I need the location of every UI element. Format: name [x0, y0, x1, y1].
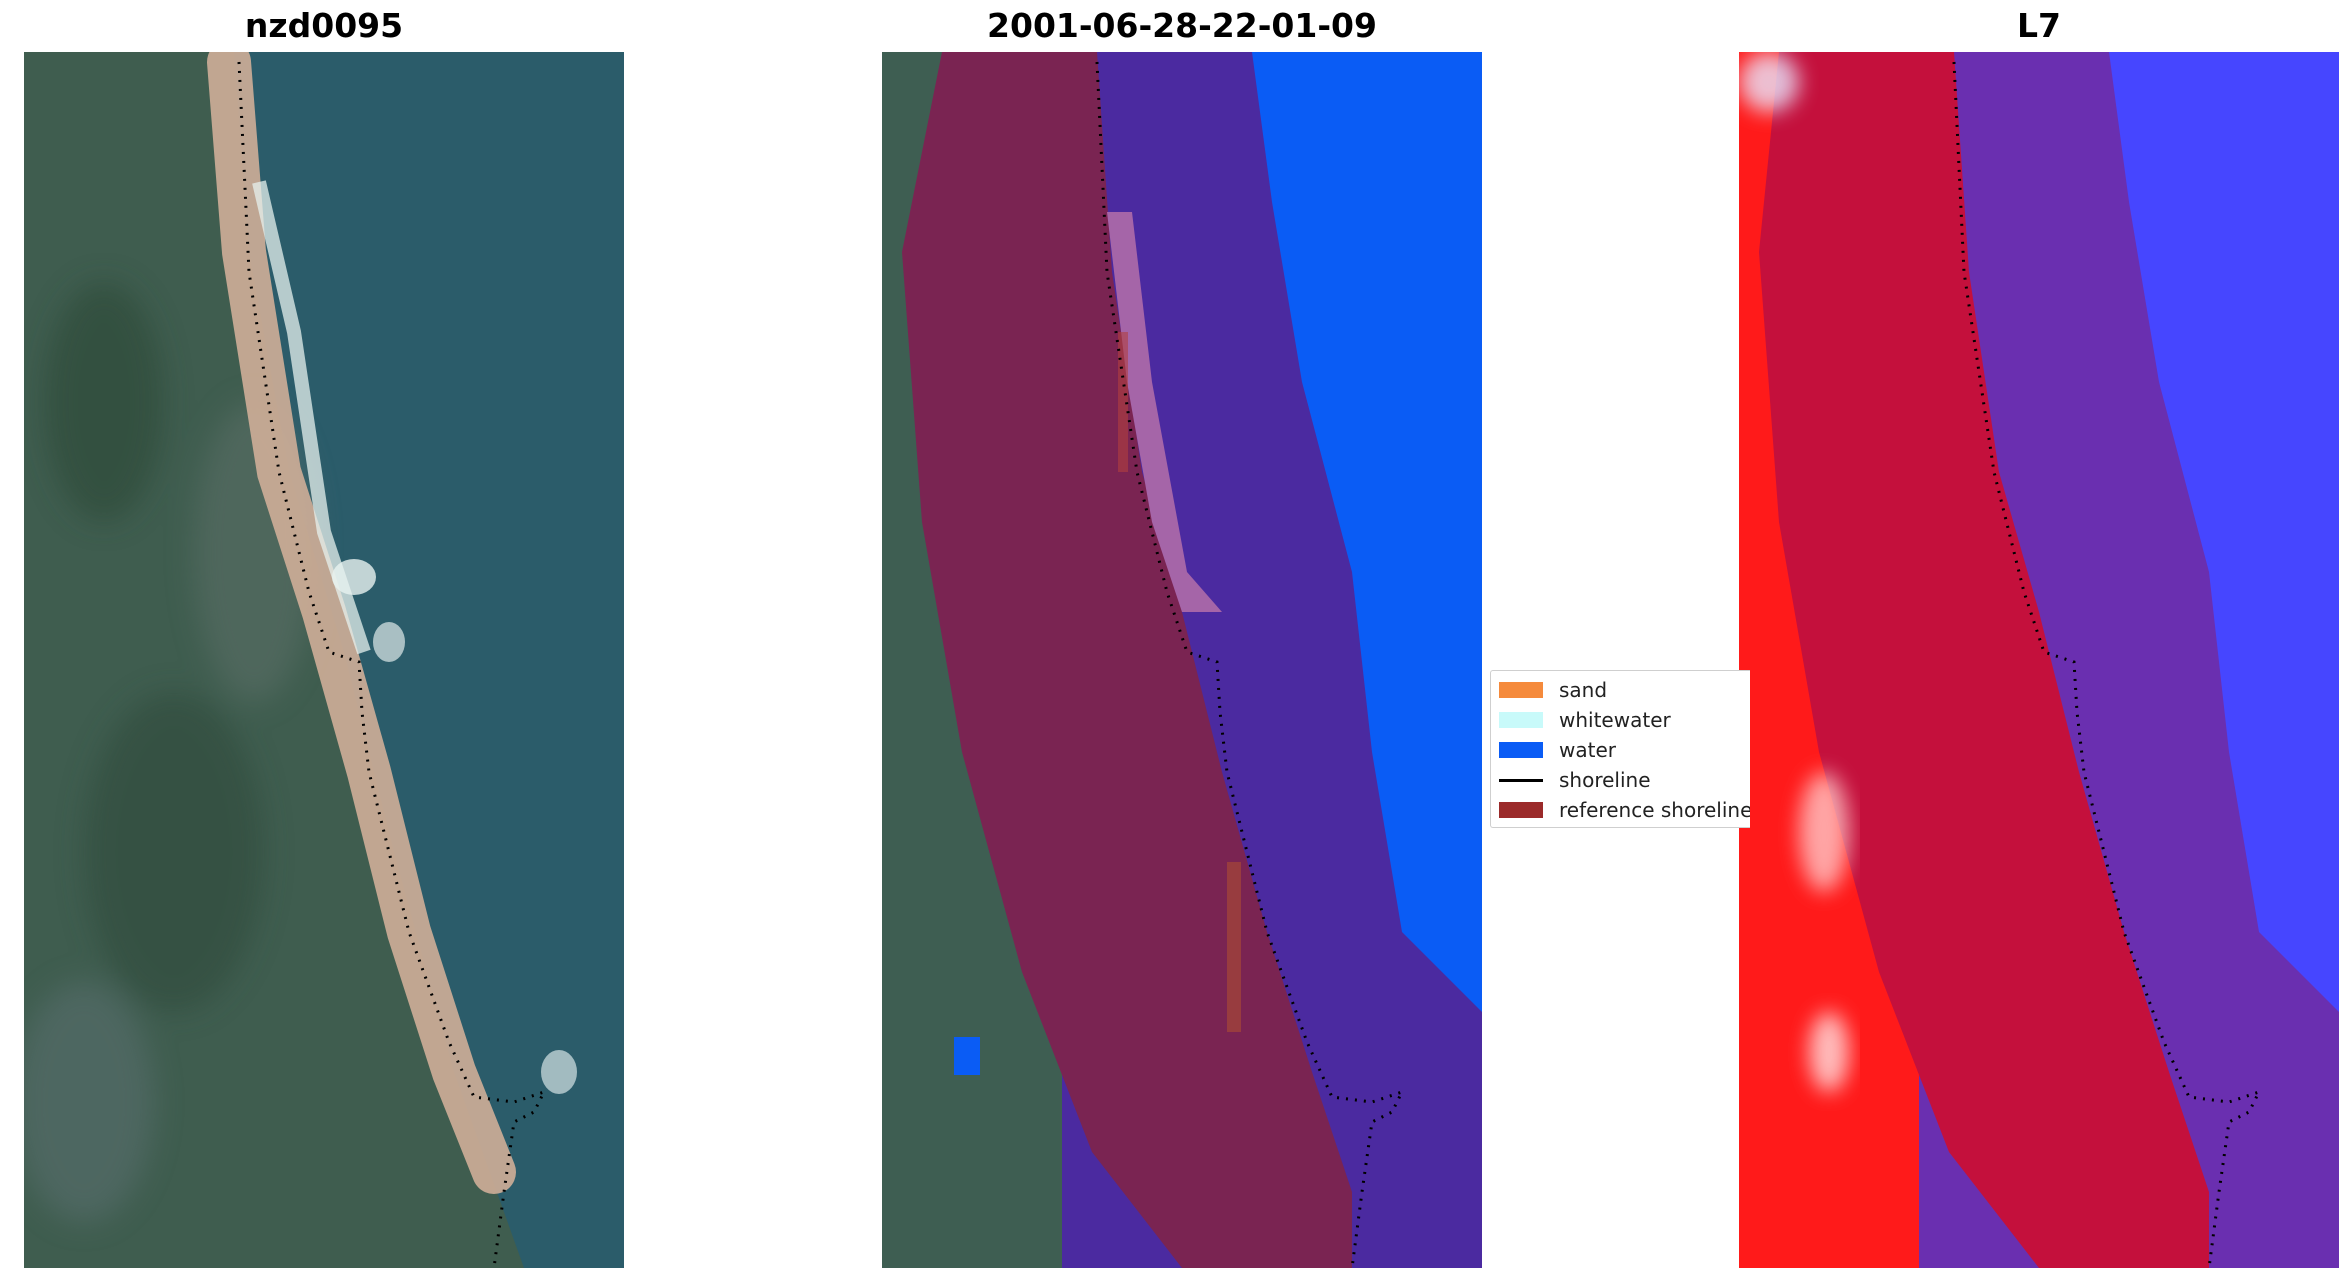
legend-label-water: water: [1559, 738, 1616, 762]
rgb-image-panel: [24, 52, 624, 1268]
legend-label-sand: sand: [1559, 678, 1608, 702]
legend: sand whitewater water shoreline referenc…: [1490, 670, 1750, 828]
legend-item-whitewater: whitewater: [1491, 705, 1750, 735]
land-buffer-overlay: [1759, 52, 2209, 1268]
legend-item-reference-shoreline: reference shoreline: [1491, 795, 1750, 825]
panel-title-classification: 2001-06-28-22-01-09: [987, 6, 1377, 45]
shoreline-swatch: [1499, 778, 1543, 782]
panel-title-index: L7: [2017, 6, 2061, 45]
legend-label-whitewater: whitewater: [1559, 708, 1671, 732]
legend-item-sand: sand: [1491, 675, 1750, 705]
legend-item-shoreline: shoreline: [1491, 765, 1750, 795]
panel-title-rgb: nzd0095: [244, 6, 404, 45]
sand-highlight: [1107, 212, 1222, 612]
reference-shoreline-swatch: [1499, 802, 1543, 818]
legend-label-shoreline: shoreline: [1559, 768, 1651, 792]
classification-panel: [882, 52, 1482, 1268]
water-blob: [954, 1037, 980, 1075]
sand-swatch: [1499, 682, 1543, 698]
legend-label-reference-shoreline: reference shoreline: [1559, 798, 1750, 822]
water-swatch: [1499, 742, 1543, 758]
l7-index-panel: [1739, 52, 2339, 1268]
whitewater-swatch: [1499, 712, 1543, 728]
sand-beach: [207, 52, 516, 1194]
legend-item-water: water: [1491, 735, 1750, 765]
